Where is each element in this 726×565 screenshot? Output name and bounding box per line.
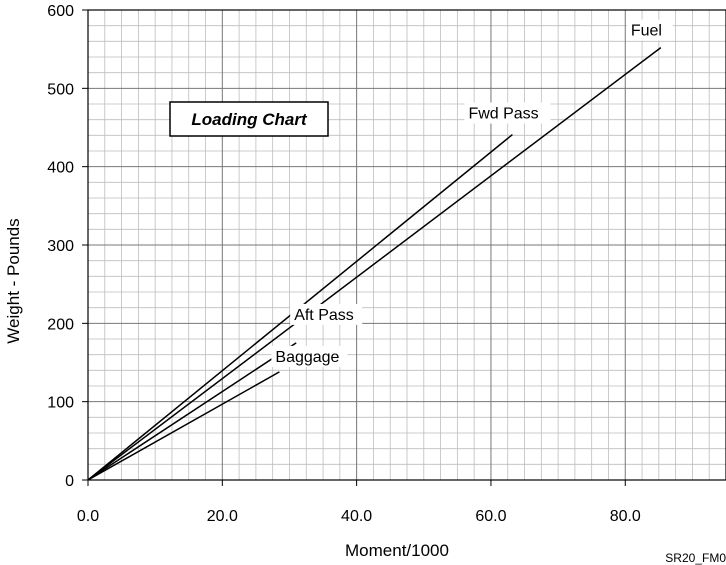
- series-line-baggage: [87, 371, 280, 481]
- series-line-aft-pass: [87, 342, 297, 481]
- x-tick-label: 40.0: [341, 508, 372, 525]
- x-tick-label: 0.0: [77, 508, 99, 525]
- y-tick-label: 0: [65, 473, 74, 490]
- x-tick-label: 80.0: [610, 508, 641, 525]
- y-tick-label: 400: [47, 160, 74, 177]
- y-axis-ticks: 0 100 200 300 400 500 600: [47, 3, 88, 490]
- y-tick-label: 500: [47, 81, 74, 98]
- y-axis-title: Weight - Pounds: [4, 218, 23, 343]
- series-label-aft-pass: Aft Pass: [294, 307, 354, 324]
- y-tick-label: 300: [47, 238, 74, 255]
- x-axis-title: Moment/1000: [345, 541, 449, 560]
- y-tick-label: 100: [47, 395, 74, 412]
- figure-id: SR20_FM0: [665, 551, 726, 565]
- y-tick-label: 600: [47, 3, 74, 20]
- series-labels: Fuel Fwd Pass Aft Pass Baggage: [271, 19, 673, 367]
- series-label-bg: [271, 345, 348, 367]
- major-grid: [88, 10, 726, 480]
- series-label-bg: [290, 303, 363, 325]
- chart-title-box: Loading Chart: [169, 101, 329, 137]
- series-line-fuel: [87, 47, 662, 481]
- chart-title: Loading Chart: [191, 110, 308, 129]
- series-label-baggage: Baggage: [275, 349, 339, 366]
- series-label-bg: [626, 19, 673, 41]
- x-axis-ticks: 0.0 20.0 40.0 60.0 80.0: [77, 480, 641, 525]
- y-tick-label: 200: [47, 316, 74, 333]
- series-label-fwd-pass: Fwd Pass: [468, 106, 538, 123]
- series-label-bg: [464, 102, 551, 124]
- x-tick-label: 20.0: [207, 508, 238, 525]
- series-label-fuel: Fuel: [631, 23, 662, 40]
- x-tick-label: 60.0: [475, 508, 506, 525]
